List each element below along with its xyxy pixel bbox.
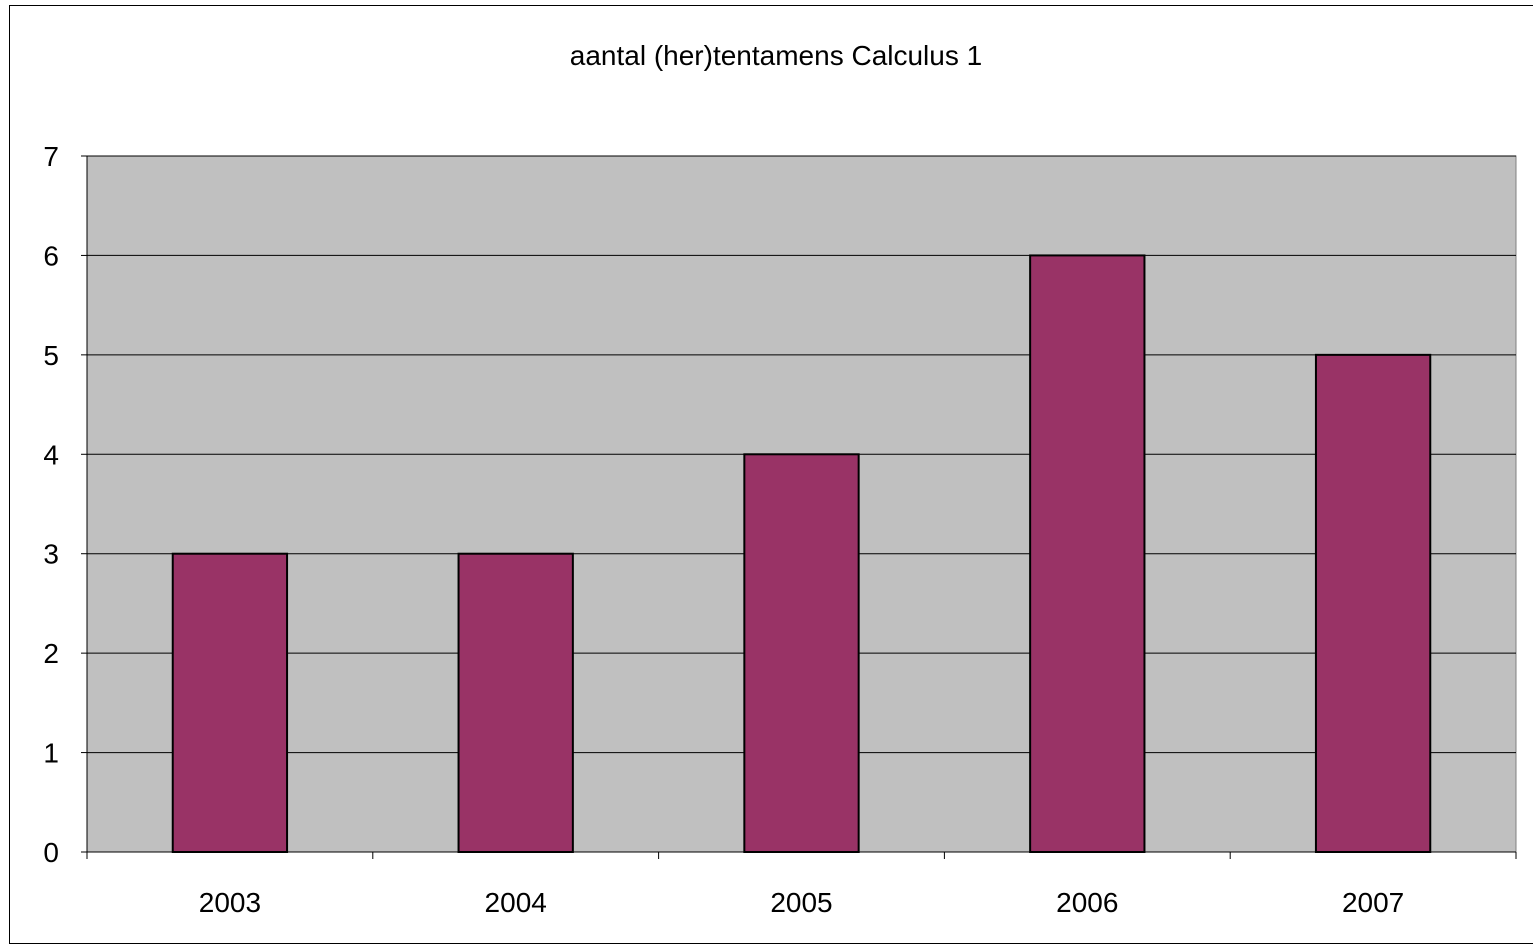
bar-2007 [1314, 353, 1432, 853]
y-tick-label: 7 [43, 141, 59, 172]
y-tick-label: 0 [43, 837, 59, 868]
bars [171, 254, 1432, 853]
x-tick-label: 2006 [1056, 887, 1118, 918]
y-axis: 0 1 2 3 4 5 6 7 [43, 141, 88, 868]
y-tick-label: 3 [43, 539, 59, 570]
x-tick-label: 2005 [770, 887, 832, 918]
chart-title: aantal (her)tentamens Calculus 1 [570, 40, 982, 71]
bar-2005 [743, 453, 860, 853]
y-tick-label: 5 [43, 340, 59, 371]
y-tick-label: 4 [43, 439, 59, 470]
y-tick-label: 1 [43, 738, 59, 769]
x-axis: 2003 2004 2005 2006 2007 [86, 851, 1517, 918]
bar-2004 [457, 552, 574, 853]
x-tick-label: 2003 [199, 887, 261, 918]
y-tick-label: 6 [43, 240, 59, 271]
y-tick-label: 2 [43, 638, 59, 669]
bar-2006 [1029, 254, 1146, 853]
bar-2003 [171, 552, 289, 853]
x-tick-label: 2007 [1342, 887, 1404, 918]
x-tick-label: 2004 [485, 887, 547, 918]
